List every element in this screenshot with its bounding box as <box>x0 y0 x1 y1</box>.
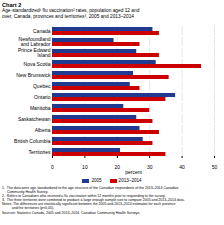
svg-text:0: 0 <box>51 165 54 171</box>
svg-text:Nova Scotia: Nova Scotia <box>24 61 51 67</box>
svg-text:Saskatchewan: Saskatchewan <box>18 116 51 122</box>
html-text:and the territories (p<0.05).: and the territories (p<0.05). <box>2 206 55 211</box>
html-text:3. The three territories were: 3. The three territories were combined t… <box>2 198 185 203</box>
html-text:2. Refers to Canadians who rec: 2. Refers to Canadians who received a fl… <box>2 193 166 198</box>
html-text:2005: 2005 <box>91 178 102 184</box>
svg-text:Territories: Territories <box>29 149 51 155</box>
html-text:1. The data were age-standardi: 1. The data were age-standardized to the… <box>2 185 179 190</box>
svg-text:British Columbia: British Columbia <box>14 138 51 144</box>
svg-text:50: 50 <box>212 165 218 171</box>
svg-text:10: 10 <box>82 165 88 171</box>
html-text:Chart 2: Chart 2 <box>2 2 22 8</box>
svg-text:New Brunswick: New Brunswick <box>16 72 51 78</box>
html-text:Sources: Statistics Canada, 20: Sources: Statistics Canada, 2005 and 201… <box>2 210 141 215</box>
svg-text:Canada: Canada <box>33 28 51 34</box>
svg-text:Quebec: Quebec <box>33 83 51 89</box>
html-text:Community Health Survey.: Community Health Survey. <box>2 189 49 194</box>
svg-text:Alberta: Alberta <box>35 127 51 133</box>
svg-text:30: 30 <box>147 165 153 171</box>
svg-text:40: 40 <box>179 165 185 171</box>
html-text:2013–2014: 2013–2014 <box>118 178 142 184</box>
html-text:Age-standardized¹ flu vaccinat: Age-standardized¹ flu vaccination² rates… <box>2 8 140 19</box>
html-text:Notes: The differences are sta: Notes: The differences are statistically… <box>2 202 176 207</box>
svg-text:percent: percent <box>125 169 142 175</box>
svg-text:Newfoundlandand Labrador: Newfoundlandand Labrador <box>19 37 51 48</box>
svg-text:Prince EdwardIsland: Prince EdwardIsland <box>18 48 51 59</box>
svg-text:Ontario: Ontario <box>34 94 51 100</box>
svg-text:20: 20 <box>115 165 121 171</box>
svg-text:Manitoba: Manitoba <box>30 105 51 111</box>
